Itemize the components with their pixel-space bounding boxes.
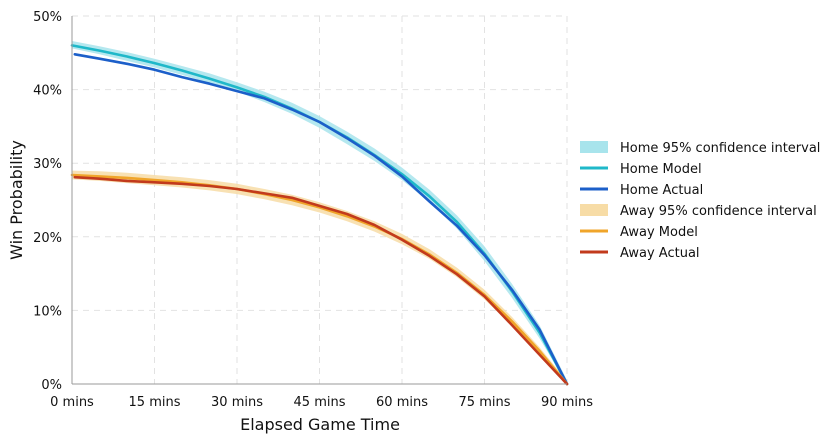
legend-item-home-model: Home Model	[580, 162, 702, 177]
legend-label: Away 95% confidence interval	[620, 204, 817, 219]
legend-label: Home Model	[620, 162, 702, 177]
legend-swatch	[580, 204, 608, 216]
legend-item-home-95-confidence-interval: Home 95% confidence interval	[580, 141, 820, 156]
legend-item-away-actual: Away Actual	[580, 246, 700, 261]
series-lines	[70, 44, 569, 386]
y-tick-label: 40%	[33, 84, 62, 99]
legend-label: Home 95% confidence interval	[620, 141, 820, 156]
legend-label: Away Model	[620, 225, 698, 240]
legend: Home 95% confidence interval Home Model Ho…	[580, 141, 820, 261]
confidence-bands	[72, 41, 567, 384]
legend-item-away-model: Away Model	[580, 225, 698, 240]
x-tick-label: 75 mins	[459, 395, 511, 410]
x-axis-title: Elapsed Game Time	[240, 415, 400, 434]
y-tick-label: 10%	[33, 304, 62, 319]
home-actual-line	[73, 52, 569, 386]
axes	[71, 16, 567, 385]
away-95-confidence-interval-band	[72, 170, 567, 384]
x-tick-label: 60 mins	[376, 395, 428, 410]
away-actual-line	[73, 175, 569, 386]
legend-label: Home Actual	[620, 183, 703, 198]
y-tick-label: 20%	[33, 231, 62, 246]
y-axis-title: Win Probability	[7, 140, 26, 260]
grid-layer	[72, 15, 568, 384]
tick-labels: 0 mins 15 mins 30 mins 45 mins 60 mins 75 min…	[33, 10, 593, 410]
y-tick-label: 30%	[33, 157, 62, 172]
x-tick-label: 15 mins	[129, 395, 181, 410]
x-tick-label: 45 mins	[294, 395, 346, 410]
x-tick-label: 0 mins	[50, 395, 94, 410]
y-tick-label: 50%	[33, 10, 62, 25]
legend-item-away-95-confidence-interval: Away 95% confidence interval	[580, 204, 817, 219]
legend-label: Away Actual	[620, 246, 700, 261]
x-tick-label: 30 mins	[211, 395, 263, 410]
x-tick-label: 90 mins	[541, 395, 593, 410]
legend-swatch	[580, 141, 608, 153]
legend-item-home-actual: Home Actual	[580, 183, 703, 198]
y-tick-label: 0%	[41, 378, 62, 393]
